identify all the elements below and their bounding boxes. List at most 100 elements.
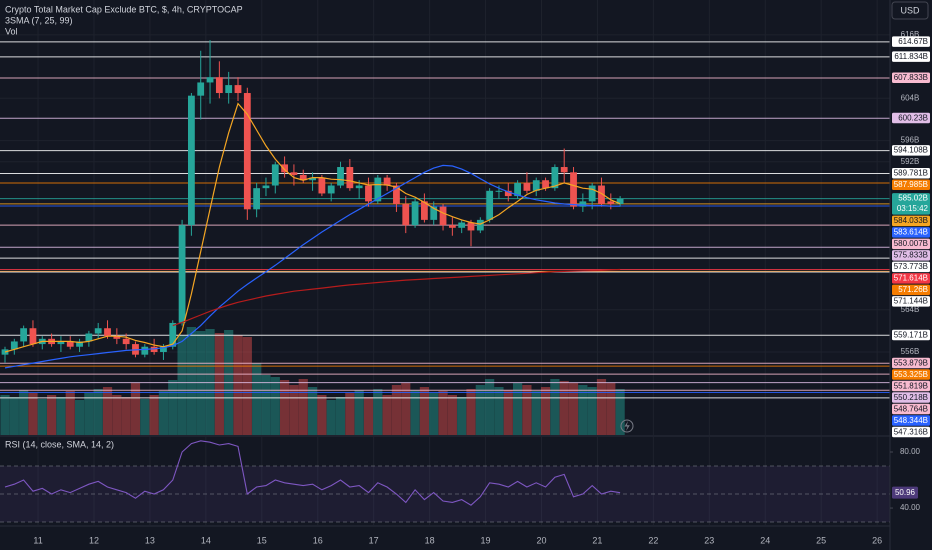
candle-body [281,164,288,173]
chart-title: Crypto Total Market Cap Exclude BTC, $, … [5,4,243,14]
moving-average-line [4,164,621,369]
volume-bar [84,393,94,435]
volume-bar [373,389,383,435]
volume-bar [186,327,196,435]
price-label-box [892,329,930,341]
price-label: 550.218B [894,393,928,402]
price-label-box [892,426,930,438]
price-label: 589.781B [894,169,928,178]
candle-body [1,349,9,355]
candle-body [206,77,214,83]
price-label-box [892,238,930,250]
rsi-title: RSI (14, close, SMA, 14, 2) [5,439,114,449]
volume-bar [587,387,597,435]
rsi-line [4,440,621,506]
price-label-box [892,167,930,179]
candle-body [439,206,447,226]
x-tick-label: 22 [648,535,658,545]
candle-body [113,336,121,339]
y-tick-label: 604B [901,93,920,102]
volume-bar [578,385,588,435]
volume-bar [270,377,280,435]
currency-button-label[interactable]: USD [900,5,920,15]
candle-body [169,322,177,347]
volume-bar [419,387,429,435]
price-label: 607.833B [894,73,928,82]
price-label: 571.614B [894,274,928,283]
candle-body [20,328,28,342]
price-label-box [892,357,930,369]
y-tick-label: 596B [901,136,920,145]
candle-body [607,201,615,205]
volume-bar [158,391,169,435]
alert-icon[interactable] [620,419,634,433]
volume-bar [606,383,616,435]
volume-bar [56,397,66,435]
x-tick-label: 13 [145,535,155,545]
candle-body [243,93,251,210]
volume-bar [112,395,122,435]
price-label: 548.344B [894,416,928,425]
candle-body [299,174,307,181]
price-label-box [892,36,930,47]
volume-bar [307,387,318,435]
x-tick-label: 15 [257,535,267,545]
volume-bar [447,395,457,435]
candle-body [85,333,93,342]
volume-bar [503,390,513,435]
volume-bar [429,393,439,435]
volume-bar [363,397,374,435]
price-label: 573.773B [894,262,928,271]
candle-body [374,177,382,202]
candle-body [551,167,559,189]
volume-bar [242,337,252,435]
price-label: 553.879B [894,358,928,367]
volume-bar [522,385,532,435]
alert-icon-bolt[interactable] [624,421,630,431]
currency-button[interactable] [891,1,929,20]
candle-body [523,182,531,191]
candle-body [225,85,233,94]
candle-body [215,77,223,94]
volume-bar [37,399,47,435]
x-tick-label: 26 [872,535,882,545]
x-tick-label: 12 [89,535,99,545]
y-tick-label: 80.00 [900,447,921,456]
x-tick-label: 19 [481,535,491,545]
volume-bar [531,391,541,435]
moving-average-line [4,102,621,353]
candle-body [383,177,391,186]
candle-body [467,222,475,231]
candle-body [57,341,65,345]
candle-body [421,201,428,220]
volume-bar [410,390,420,435]
volume-bar [121,397,131,435]
volume-bar [149,395,159,435]
candle-body [234,85,242,94]
candle-body [402,204,410,226]
volume-bar [19,390,29,435]
candle-body [598,185,605,205]
candle-body [76,341,83,347]
price-label-box [892,227,930,238]
candle-body [365,185,372,202]
candle-body [104,328,111,337]
volume-bar [494,387,504,435]
volume-bar [233,335,243,435]
candle-body [271,164,279,186]
volume-bar [550,379,560,435]
candle-body [486,190,494,220]
candle-body [318,177,326,194]
candle-body [253,188,261,210]
countdown-label: 03:15:42 [897,204,929,213]
volume-bar [93,389,103,435]
price-label-box [892,261,930,273]
candle-body [560,167,568,173]
volume-bar [335,397,346,435]
x-tick-label: 23 [704,535,714,545]
candle-body [430,206,438,220]
candle-body [94,328,102,334]
price-label-box [892,215,930,227]
candle-body [122,338,130,345]
candle-body [29,328,37,345]
